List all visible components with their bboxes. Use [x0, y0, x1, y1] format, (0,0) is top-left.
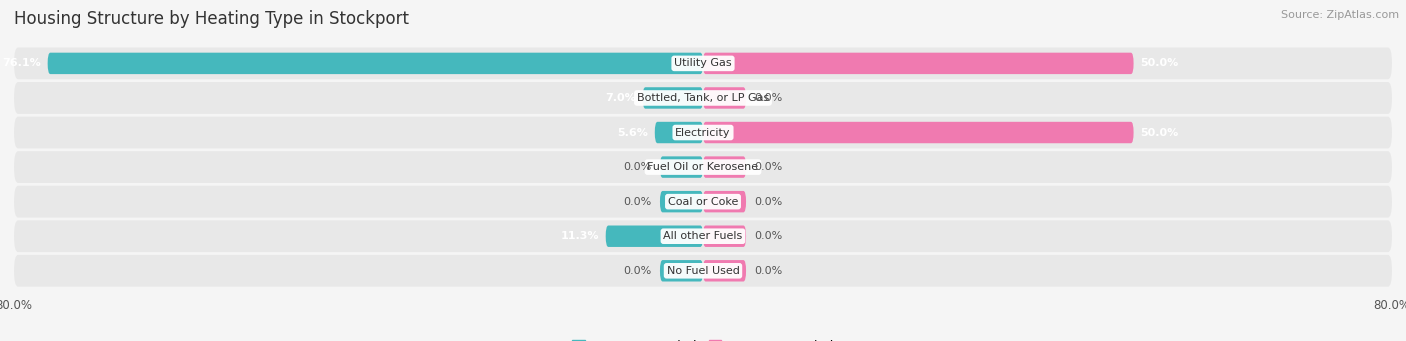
FancyBboxPatch shape — [14, 151, 1392, 183]
Text: 0.0%: 0.0% — [623, 266, 651, 276]
FancyBboxPatch shape — [643, 87, 703, 109]
Text: All other Fuels: All other Fuels — [664, 231, 742, 241]
Text: 76.1%: 76.1% — [1, 58, 41, 69]
Text: 0.0%: 0.0% — [623, 162, 651, 172]
FancyBboxPatch shape — [14, 117, 1392, 148]
Text: 50.0%: 50.0% — [1140, 128, 1178, 137]
FancyBboxPatch shape — [48, 53, 703, 74]
FancyBboxPatch shape — [703, 191, 747, 212]
FancyBboxPatch shape — [703, 157, 747, 178]
FancyBboxPatch shape — [606, 225, 703, 247]
FancyBboxPatch shape — [659, 157, 703, 178]
Text: Coal or Coke: Coal or Coke — [668, 197, 738, 207]
Text: 0.0%: 0.0% — [755, 162, 783, 172]
FancyBboxPatch shape — [659, 191, 703, 212]
FancyBboxPatch shape — [703, 87, 747, 109]
Text: 0.0%: 0.0% — [755, 231, 783, 241]
FancyBboxPatch shape — [659, 260, 703, 282]
FancyBboxPatch shape — [14, 82, 1392, 114]
FancyBboxPatch shape — [655, 122, 703, 143]
FancyBboxPatch shape — [703, 260, 747, 282]
Text: 0.0%: 0.0% — [755, 266, 783, 276]
Text: 7.0%: 7.0% — [605, 93, 636, 103]
FancyBboxPatch shape — [14, 255, 1392, 287]
FancyBboxPatch shape — [703, 53, 1133, 74]
Text: Fuel Oil or Kerosene: Fuel Oil or Kerosene — [647, 162, 759, 172]
Text: 0.0%: 0.0% — [755, 93, 783, 103]
FancyBboxPatch shape — [14, 186, 1392, 218]
Text: No Fuel Used: No Fuel Used — [666, 266, 740, 276]
FancyBboxPatch shape — [14, 220, 1392, 252]
Text: 11.3%: 11.3% — [561, 231, 599, 241]
Text: Housing Structure by Heating Type in Stockport: Housing Structure by Heating Type in Sto… — [14, 10, 409, 28]
Legend: Owner-occupied, Renter-occupied: Owner-occupied, Renter-occupied — [568, 335, 838, 341]
Text: Utility Gas: Utility Gas — [675, 58, 731, 69]
Text: 0.0%: 0.0% — [623, 197, 651, 207]
Text: Electricity: Electricity — [675, 128, 731, 137]
FancyBboxPatch shape — [703, 225, 747, 247]
FancyBboxPatch shape — [14, 47, 1392, 79]
FancyBboxPatch shape — [703, 122, 1133, 143]
Text: Bottled, Tank, or LP Gas: Bottled, Tank, or LP Gas — [637, 93, 769, 103]
Text: 0.0%: 0.0% — [755, 197, 783, 207]
Text: Source: ZipAtlas.com: Source: ZipAtlas.com — [1281, 10, 1399, 20]
Text: 50.0%: 50.0% — [1140, 58, 1178, 69]
Text: 5.6%: 5.6% — [617, 128, 648, 137]
